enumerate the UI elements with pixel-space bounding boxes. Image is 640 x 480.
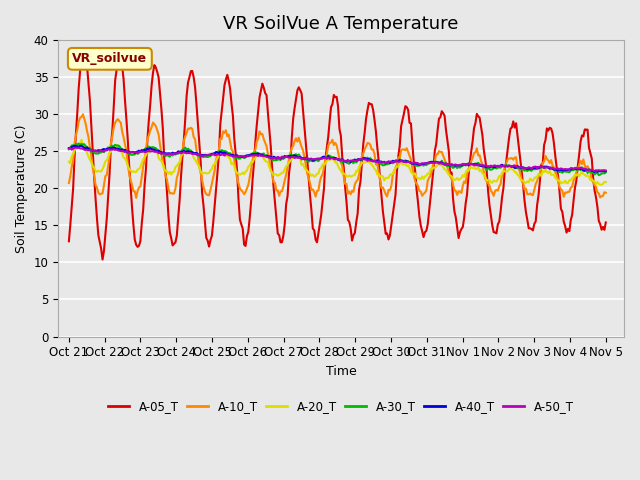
A-40_T	[529, 166, 537, 171]
A-30_T	[600, 170, 608, 176]
A-10_T	[84, 134, 92, 140]
A-40_T	[342, 158, 350, 164]
A-05_T	[84, 81, 92, 87]
A-40_T	[84, 146, 92, 152]
A-10_T	[132, 195, 140, 201]
A-50_T	[591, 168, 598, 174]
A-20_T	[342, 173, 350, 179]
A-10_T	[602, 190, 610, 196]
A-50_T	[65, 145, 73, 151]
A-05_T	[81, 47, 88, 52]
Line: A-30_T: A-30_T	[69, 144, 606, 175]
A-40_T	[602, 168, 610, 174]
A-20_T	[449, 176, 457, 181]
Line: A-20_T: A-20_T	[69, 140, 606, 185]
A-30_T	[65, 146, 73, 152]
A-20_T	[600, 179, 608, 185]
A-05_T	[531, 221, 538, 227]
A-05_T	[99, 257, 106, 263]
A-05_T	[600, 227, 608, 233]
A-30_T	[529, 166, 537, 171]
A-30_T	[75, 141, 83, 146]
X-axis label: Time: Time	[326, 365, 356, 378]
A-30_T	[595, 172, 603, 178]
A-05_T	[344, 217, 352, 223]
Line: A-40_T: A-40_T	[69, 146, 606, 172]
A-40_T	[102, 147, 109, 153]
A-20_T	[602, 179, 610, 185]
A-50_T	[72, 145, 80, 151]
A-05_T	[451, 208, 458, 214]
A-40_T	[591, 169, 598, 175]
Text: VR_soilvue: VR_soilvue	[72, 52, 147, 65]
A-50_T	[602, 168, 610, 173]
A-20_T	[65, 159, 73, 165]
A-50_T	[84, 147, 92, 153]
A-20_T	[529, 178, 537, 184]
A-10_T	[531, 187, 538, 193]
A-30_T	[84, 147, 92, 153]
A-05_T	[602, 219, 610, 225]
A-40_T	[65, 145, 73, 151]
A-30_T	[342, 160, 350, 166]
A-40_T	[449, 162, 457, 168]
A-10_T	[451, 187, 458, 193]
A-20_T	[77, 137, 85, 143]
A-40_T	[77, 143, 85, 149]
A-50_T	[102, 147, 109, 153]
Line: A-05_T: A-05_T	[69, 49, 606, 260]
A-10_T	[65, 180, 73, 186]
A-10_T	[344, 191, 352, 196]
Line: A-10_T: A-10_T	[69, 114, 606, 198]
Legend: A-05_T, A-10_T, A-20_T, A-30_T, A-40_T, A-50_T: A-05_T, A-10_T, A-20_T, A-30_T, A-40_T, …	[103, 396, 579, 418]
A-05_T	[103, 216, 111, 222]
A-05_T	[65, 239, 73, 244]
A-30_T	[602, 169, 610, 175]
Title: VR SoilVue A Temperature: VR SoilVue A Temperature	[223, 15, 459, 33]
A-30_T	[449, 165, 457, 171]
A-50_T	[529, 164, 537, 170]
A-30_T	[102, 147, 109, 153]
A-40_T	[600, 168, 608, 174]
A-10_T	[102, 173, 109, 179]
A-20_T	[598, 182, 605, 188]
Line: A-50_T: A-50_T	[69, 148, 606, 171]
A-50_T	[449, 162, 457, 168]
A-10_T	[79, 111, 87, 117]
A-10_T	[600, 189, 608, 195]
A-50_T	[342, 158, 350, 164]
A-20_T	[102, 158, 109, 164]
Y-axis label: Soil Temperature (C): Soil Temperature (C)	[15, 124, 28, 252]
A-20_T	[84, 154, 92, 160]
A-50_T	[600, 168, 608, 173]
